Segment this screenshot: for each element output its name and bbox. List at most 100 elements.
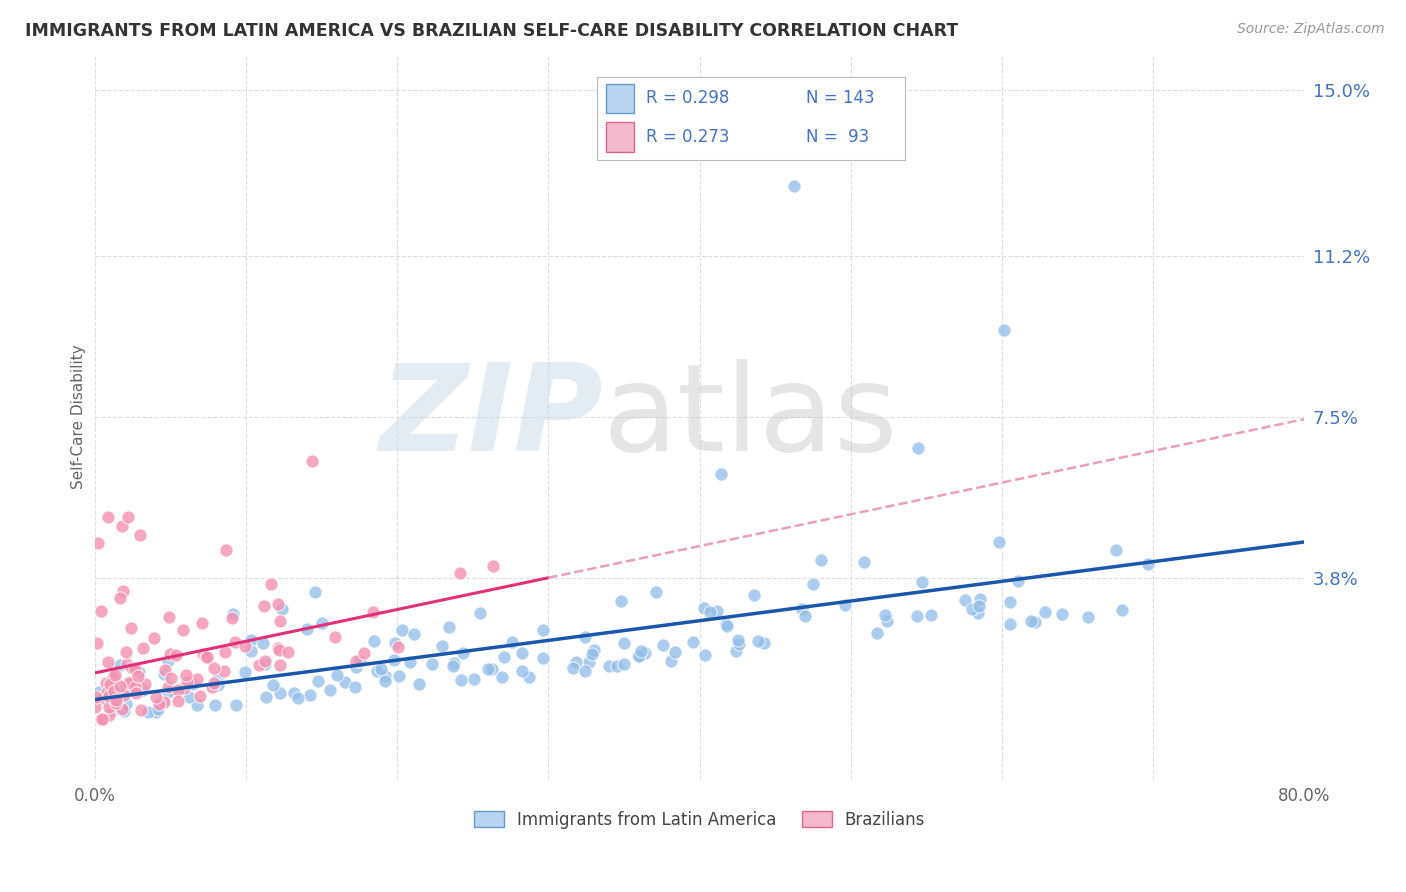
Point <box>659 654 682 668</box>
Point <box>112 583 135 598</box>
Point <box>104 667 127 681</box>
Point <box>127 669 149 683</box>
Point <box>225 698 247 713</box>
Point <box>103 703 125 717</box>
Point <box>202 676 225 690</box>
Point <box>1019 614 1042 628</box>
Point <box>108 657 131 672</box>
Point <box>173 681 195 696</box>
Point <box>911 575 934 590</box>
Point <box>115 680 138 694</box>
Point <box>98 707 121 722</box>
Point <box>97 689 120 703</box>
Point <box>966 606 988 620</box>
Point <box>430 639 453 653</box>
Point <box>148 697 170 711</box>
Point <box>578 655 600 669</box>
Point <box>468 606 491 620</box>
Text: Source: ZipAtlas.com: Source: ZipAtlas.com <box>1237 22 1385 37</box>
Point <box>728 637 751 651</box>
Point <box>1137 557 1160 571</box>
Point <box>834 598 856 612</box>
Point <box>90 712 112 726</box>
Point <box>907 441 929 455</box>
Point <box>249 657 271 672</box>
Point <box>510 664 533 678</box>
Point <box>83 700 105 714</box>
Point <box>325 667 347 681</box>
Point <box>391 624 413 638</box>
Point <box>716 619 738 633</box>
Point <box>747 634 769 648</box>
Point <box>157 610 180 624</box>
Point <box>91 712 114 726</box>
Point <box>810 553 832 567</box>
Point <box>706 604 728 618</box>
Point <box>988 535 1011 549</box>
Point <box>159 648 181 662</box>
Point <box>793 609 815 624</box>
Point <box>87 536 110 550</box>
Point <box>270 602 292 616</box>
Point <box>174 668 197 682</box>
Point <box>165 684 187 698</box>
Point <box>699 605 721 619</box>
Point <box>201 680 224 694</box>
Point <box>118 674 141 689</box>
Point <box>652 638 675 652</box>
Point <box>239 632 262 647</box>
Point <box>205 672 228 686</box>
Point <box>562 661 585 675</box>
Point <box>450 566 472 580</box>
Point <box>94 675 117 690</box>
Point <box>727 632 749 647</box>
Point <box>693 648 716 662</box>
Point <box>482 558 505 573</box>
Point <box>714 616 737 631</box>
Point <box>165 648 187 663</box>
Point <box>564 655 586 669</box>
Point <box>134 677 156 691</box>
Point <box>790 602 813 616</box>
Point <box>866 626 889 640</box>
Point <box>153 666 176 681</box>
Point <box>233 665 256 680</box>
Point <box>384 653 406 667</box>
Point <box>153 695 176 709</box>
Point <box>1000 595 1022 609</box>
Point <box>266 597 288 611</box>
Point <box>97 510 120 524</box>
Point <box>634 646 657 660</box>
Point <box>254 657 277 672</box>
Point <box>344 660 367 674</box>
Point <box>103 683 125 698</box>
Point <box>111 519 134 533</box>
Point <box>531 650 554 665</box>
Point <box>194 650 217 665</box>
Legend: Immigrants from Latin America, Brazilians: Immigrants from Latin America, Brazilian… <box>467 805 932 836</box>
Point <box>852 556 875 570</box>
Point <box>801 577 824 591</box>
Point <box>574 664 596 678</box>
Point <box>574 630 596 644</box>
Point <box>97 700 120 714</box>
Point <box>124 662 146 676</box>
Point <box>993 323 1015 337</box>
Point <box>86 690 108 705</box>
Point <box>186 698 208 712</box>
Point <box>129 703 152 717</box>
Point <box>167 682 190 697</box>
Point <box>876 614 898 628</box>
Point <box>307 674 329 689</box>
Point <box>253 599 276 613</box>
Point <box>323 630 346 644</box>
Point <box>277 644 299 658</box>
Point <box>477 662 499 676</box>
Point <box>630 643 652 657</box>
Point <box>283 686 305 700</box>
Point <box>156 680 179 694</box>
Point <box>613 657 636 671</box>
Point <box>682 635 704 649</box>
Point <box>443 656 465 670</box>
Point <box>91 712 114 726</box>
